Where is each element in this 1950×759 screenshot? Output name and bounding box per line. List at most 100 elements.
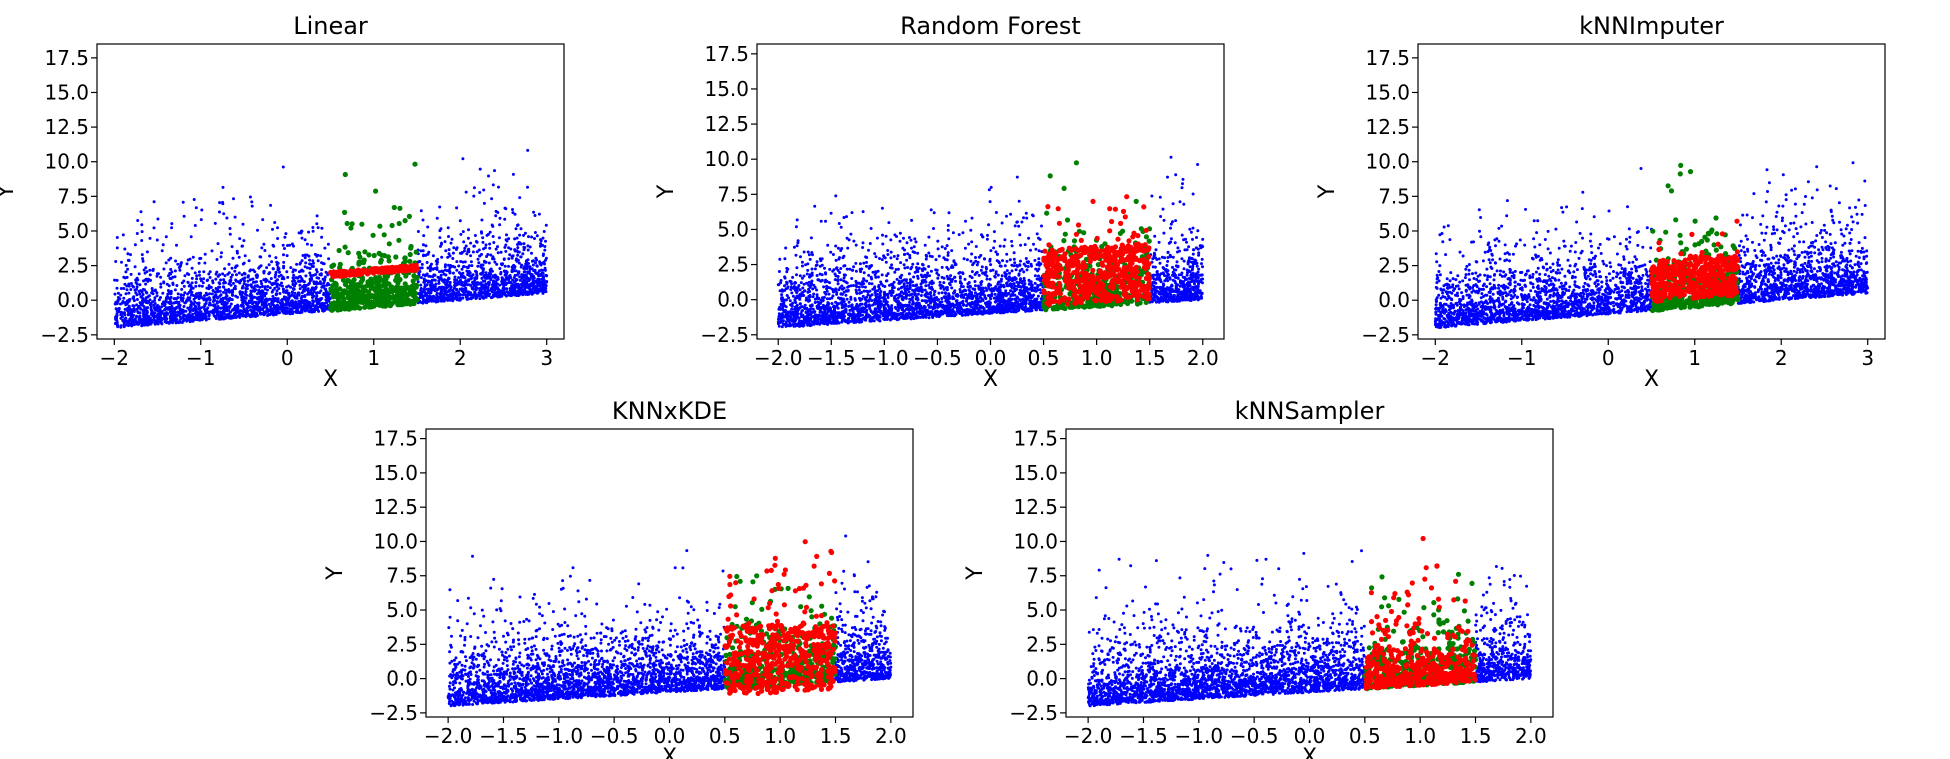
point-observed [327,257,331,261]
point-observed [168,310,172,314]
point-observed [132,323,136,327]
point-true-missing [377,223,383,229]
point-observed [1174,268,1178,272]
point-observed [126,324,130,328]
x-tick-label: 3 [540,346,553,370]
point-observed [248,195,252,199]
point-observed [429,279,433,283]
point-observed [463,260,467,264]
point-observed [129,253,132,257]
point-observed [113,292,117,296]
point-observed [461,271,465,275]
point-observed [478,191,482,194]
point-observed [525,267,529,271]
point-observed [461,260,465,264]
point-observed [251,277,255,281]
point-observed [214,317,218,321]
point-observed [142,268,146,272]
point-observed [212,295,216,299]
point-observed [258,265,262,269]
point-observed [300,278,304,282]
point-observed [213,303,217,307]
point-observed [276,300,280,304]
point-observed [249,289,253,293]
point-observed [530,251,533,255]
point-observed [297,270,301,274]
point-observed [125,299,129,303]
point-observed [127,291,131,295]
point-observed [518,196,522,200]
point-observed [203,315,207,319]
point-observed [532,282,536,286]
point-observed [453,278,457,282]
point-observed [237,271,241,275]
point-observed [1171,255,1175,259]
point-observed [1196,163,1200,166]
point-observed [480,276,484,280]
point-observed [128,312,132,316]
point-observed [151,269,155,272]
point-observed [124,303,128,307]
point-observed [455,268,459,272]
point-observed [308,271,312,275]
point-observed [207,314,211,318]
point-observed [116,291,120,295]
point-observed [467,264,471,268]
point-true-missing [372,293,378,299]
point-observed [122,296,126,300]
point-observed [169,295,173,299]
point-observed [289,266,293,270]
point-observed [168,276,172,280]
point-observed [421,297,425,301]
point-observed [544,284,548,288]
point-observed [238,237,242,241]
point-observed [544,256,548,260]
point-observed [459,275,463,279]
point-observed [532,210,536,214]
point-observed [198,257,202,260]
point-observed [1032,242,1035,246]
point-observed [143,313,147,317]
point-observed [295,262,299,266]
point-observed [161,291,165,295]
point-observed [290,293,294,297]
point-observed [214,277,218,281]
point-observed [419,276,423,280]
point-observed [1185,273,1189,277]
point-observed [269,203,273,207]
point-observed [458,297,462,301]
point-observed [216,274,220,278]
point-observed [219,315,223,319]
point-observed [446,296,450,300]
point-true-missing [348,225,354,231]
point-observed [176,313,180,317]
point-observed [515,284,519,288]
point-observed [420,266,424,270]
point-observed [271,227,274,231]
point-observed [488,230,492,234]
point-true-missing [378,259,384,265]
point-observed [161,243,165,247]
point-observed [315,282,318,286]
point-observed [480,218,484,222]
point-observed [278,283,282,287]
point-observed [250,204,254,208]
point-observed [482,201,486,205]
point-observed [457,264,461,268]
point-observed [499,272,503,276]
point-observed [1150,194,1154,198]
point-observed [475,270,478,274]
point-observed [228,304,232,308]
point-observed [236,303,240,307]
point-observed [450,296,454,300]
point-observed [258,255,262,259]
point-observed [440,255,444,259]
point-true-missing [413,249,419,255]
point-observed [442,279,446,283]
x-tick-label: 0 [281,346,294,370]
point-observed [935,271,939,275]
point-observed [204,318,208,322]
point-observed [135,276,139,280]
point-observed [169,300,173,304]
point-observed [818,272,822,276]
